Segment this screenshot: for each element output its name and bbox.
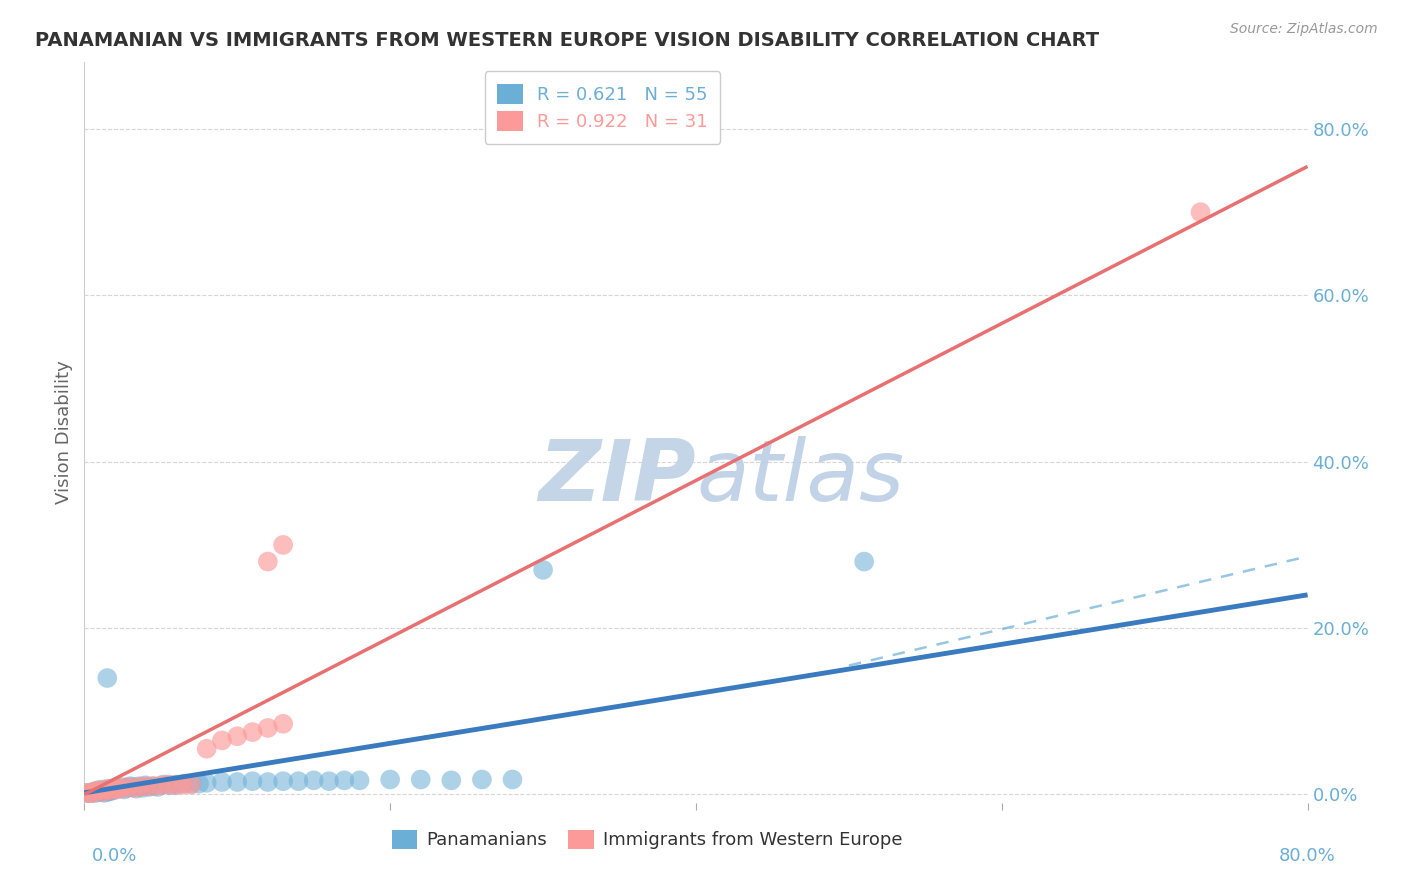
Point	[149, 778, 172, 792]
Text: Source: ZipAtlas.com: Source: ZipAtlas.com	[1230, 22, 1378, 37]
Point	[159, 778, 181, 792]
Point	[93, 786, 115, 800]
Point	[79, 787, 101, 801]
Point	[242, 774, 264, 789]
Point	[409, 772, 432, 787]
Point	[89, 785, 111, 799]
Point	[110, 781, 132, 796]
Point	[96, 671, 118, 685]
Point	[138, 780, 160, 794]
Point	[242, 725, 264, 739]
Point	[257, 721, 280, 735]
Point	[83, 785, 105, 799]
Point	[271, 538, 294, 552]
Text: atlas: atlas	[696, 435, 904, 518]
Point	[226, 729, 249, 743]
Point	[180, 777, 202, 791]
Point	[76, 786, 98, 800]
Point	[180, 777, 202, 791]
Point	[97, 781, 120, 796]
Point	[257, 775, 280, 789]
Point	[94, 783, 117, 797]
Text: 0.0%: 0.0%	[91, 847, 136, 865]
Point	[349, 773, 371, 788]
Point	[853, 555, 876, 569]
Point	[165, 777, 187, 791]
Point	[271, 774, 294, 789]
Point	[302, 773, 325, 788]
Point	[333, 773, 356, 788]
Point	[125, 781, 148, 796]
Point	[211, 733, 233, 747]
Point	[142, 779, 165, 793]
Text: PANAMANIAN VS IMMIGRANTS FROM WESTERN EUROPE VISION DISABILITY CORRELATION CHART: PANAMANIAN VS IMMIGRANTS FROM WESTERN EU…	[35, 30, 1099, 50]
Point	[380, 772, 402, 787]
Point	[94, 782, 117, 797]
Point	[87, 783, 110, 797]
Point	[122, 780, 145, 794]
Point	[90, 784, 112, 798]
Text: 80.0%: 80.0%	[1279, 847, 1336, 865]
Point	[318, 774, 340, 789]
Point	[76, 786, 98, 800]
Point	[91, 782, 114, 797]
Point	[195, 741, 218, 756]
Point	[115, 780, 138, 794]
Point	[101, 781, 124, 796]
Point	[128, 779, 150, 793]
Point	[115, 780, 138, 795]
Point	[103, 783, 125, 797]
Legend: Panamanians, Immigrants from Western Europe: Panamanians, Immigrants from Western Eur…	[385, 823, 910, 856]
Point	[97, 783, 120, 797]
Point	[83, 785, 105, 799]
Point	[471, 772, 494, 787]
Point	[195, 776, 218, 790]
Point	[142, 779, 165, 793]
Point	[135, 779, 157, 793]
Point	[271, 716, 294, 731]
Point	[104, 782, 127, 797]
Point	[96, 785, 118, 799]
Point	[89, 783, 111, 797]
Point	[165, 778, 187, 792]
Point	[101, 782, 124, 797]
Point	[107, 781, 129, 796]
Point	[112, 782, 135, 797]
Point	[157, 777, 180, 791]
Point	[173, 777, 195, 791]
Point	[128, 780, 150, 794]
Point	[1189, 205, 1212, 219]
Point	[86, 784, 108, 798]
Point	[86, 786, 108, 800]
Point	[153, 777, 176, 791]
Point	[84, 784, 107, 798]
Point	[173, 777, 195, 791]
Point	[502, 772, 524, 787]
Point	[287, 774, 309, 789]
Point	[211, 775, 233, 789]
Text: ZIP: ZIP	[538, 435, 696, 518]
Point	[135, 778, 157, 792]
Point	[79, 787, 101, 801]
Point	[107, 780, 129, 795]
Point	[98, 784, 121, 798]
Point	[110, 780, 132, 794]
Point	[120, 779, 142, 793]
Point	[440, 773, 463, 788]
Point	[91, 785, 114, 799]
Point	[131, 780, 153, 795]
Point	[257, 555, 280, 569]
Point	[226, 775, 249, 789]
Y-axis label: Vision Disability: Vision Disability	[55, 360, 73, 505]
Point	[188, 777, 211, 791]
Point	[146, 780, 169, 794]
Point	[531, 563, 554, 577]
Point	[104, 780, 127, 795]
Point	[122, 780, 145, 795]
